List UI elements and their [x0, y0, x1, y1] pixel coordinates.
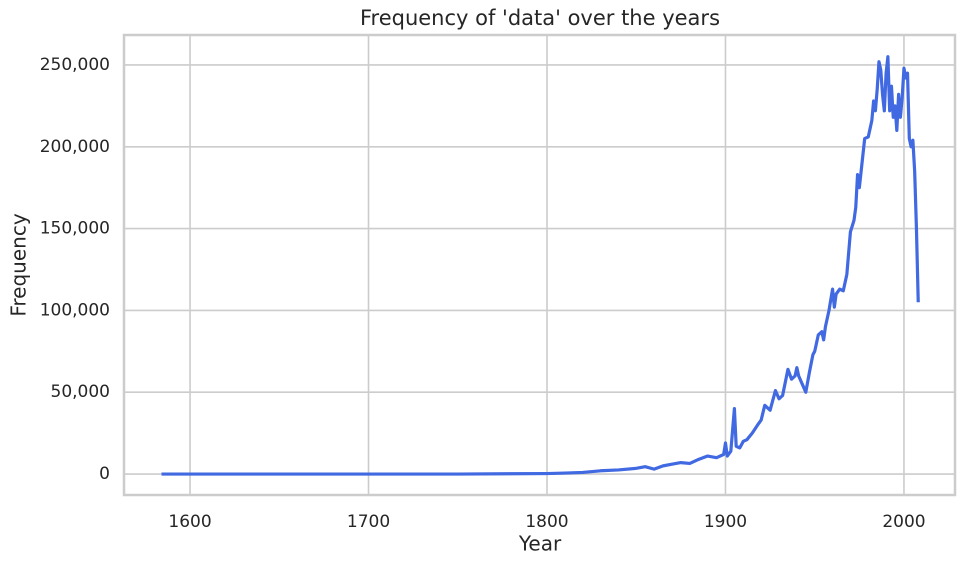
y-tick-label: 50,000: [51, 382, 110, 402]
y-tick-label: 200,000: [40, 137, 110, 157]
x-tick-label: 2000: [882, 512, 925, 532]
plot-frame: [122, 33, 957, 497]
data-line: [161, 55, 920, 476]
x-tick-label: 1900: [704, 512, 747, 532]
y-tick-label: 0: [99, 464, 110, 484]
x-tick-label: 1800: [525, 512, 568, 532]
y-tick-label: 100,000: [40, 300, 110, 320]
y-tick-label: 150,000: [40, 219, 110, 239]
x-tick-label: 1600: [168, 512, 211, 532]
y-tick-label: 250,000: [40, 55, 110, 75]
x-tick-label: 1700: [347, 512, 390, 532]
chart-title: Frequency of 'data' over the years: [360, 6, 720, 30]
x-axis-label: Year: [518, 532, 562, 556]
y-axis-label: Frequency: [7, 213, 31, 316]
